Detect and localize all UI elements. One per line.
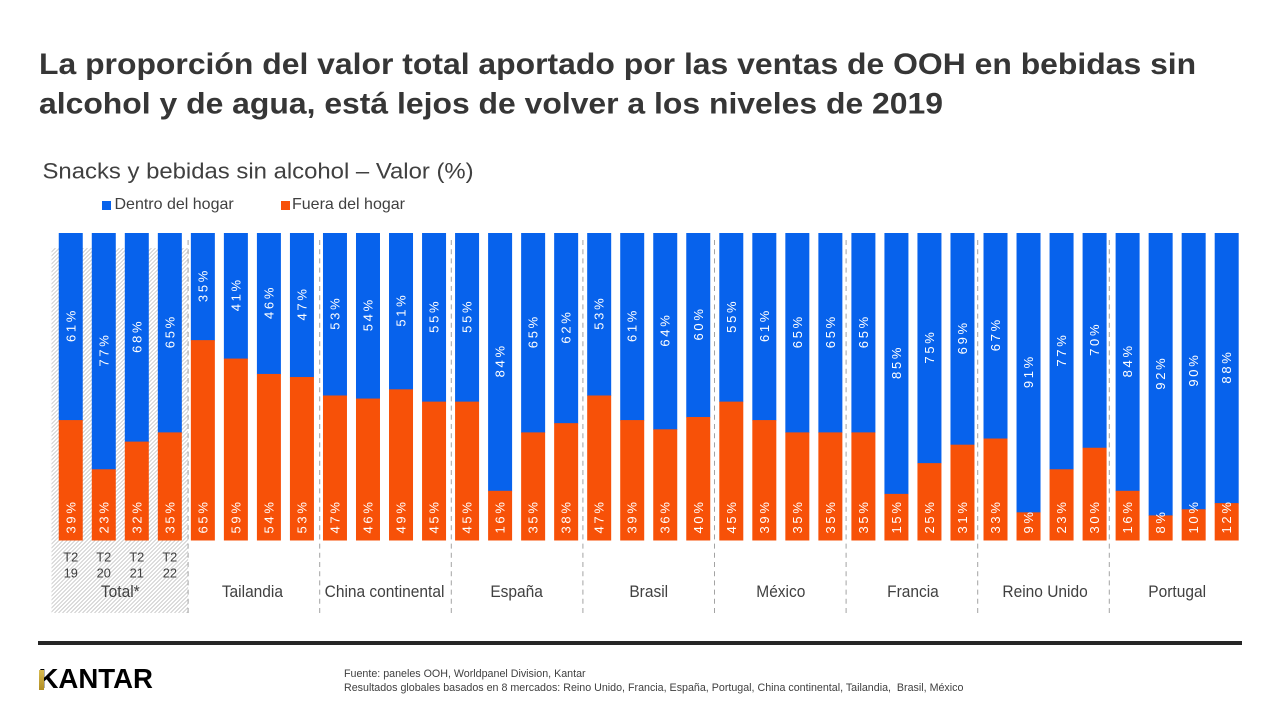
svg-text:55%: 55% xyxy=(460,299,475,333)
svg-text:69%: 69% xyxy=(955,320,970,354)
svg-text:65%: 65% xyxy=(823,314,838,348)
svg-text:77%: 77% xyxy=(96,333,111,367)
svg-text:Total*: Total* xyxy=(101,584,140,602)
svg-text:22: 22 xyxy=(163,566,177,581)
svg-text:59%: 59% xyxy=(228,499,243,533)
svg-text:67%: 67% xyxy=(988,317,1003,351)
svg-text:54%: 54% xyxy=(360,297,375,331)
svg-text:23%: 23% xyxy=(96,499,111,533)
svg-text:35%: 35% xyxy=(823,499,838,533)
svg-text:55%: 55% xyxy=(427,299,442,333)
svg-text:45%: 45% xyxy=(460,499,475,533)
svg-text:60%: 60% xyxy=(691,306,706,340)
svg-text:16%: 16% xyxy=(1120,499,1135,533)
svg-text:47%: 47% xyxy=(592,499,607,533)
svg-text:12%: 12% xyxy=(1219,499,1234,533)
svg-text:32%: 32% xyxy=(129,499,144,533)
svg-text:41%: 41% xyxy=(228,277,243,311)
svg-text:38%: 38% xyxy=(559,499,574,533)
svg-text:19: 19 xyxy=(64,566,78,581)
svg-text:30%: 30% xyxy=(1087,499,1102,533)
svg-text:47%: 47% xyxy=(294,286,309,320)
svg-text:16%: 16% xyxy=(493,499,508,533)
svg-text:10%: 10% xyxy=(1186,499,1201,533)
svg-text:46%: 46% xyxy=(261,285,276,319)
svg-text:39%: 39% xyxy=(63,499,78,533)
svg-text:84%: 84% xyxy=(493,343,508,377)
svg-text:México: México xyxy=(756,584,805,602)
svg-text:España: España xyxy=(490,584,543,602)
svg-text:Brasil: Brasil xyxy=(629,584,668,602)
svg-text:T2: T2 xyxy=(129,550,144,565)
svg-text:15%: 15% xyxy=(889,499,904,533)
svg-text:62%: 62% xyxy=(559,309,574,343)
svg-text:47%: 47% xyxy=(327,499,342,533)
svg-text:53%: 53% xyxy=(327,296,342,330)
svg-text:53%: 53% xyxy=(294,499,309,533)
svg-text:53%: 53% xyxy=(592,296,607,330)
svg-text:40%: 40% xyxy=(691,499,706,533)
svg-text:8%: 8% xyxy=(1153,509,1168,533)
svg-text:65%: 65% xyxy=(195,499,210,533)
svg-text:65%: 65% xyxy=(162,314,177,348)
svg-text:20: 20 xyxy=(97,566,111,581)
svg-text:39%: 39% xyxy=(625,499,640,533)
svg-text:39%: 39% xyxy=(757,499,772,533)
svg-text:China continental: China continental xyxy=(325,584,445,602)
svg-text:55%: 55% xyxy=(724,299,739,333)
svg-text:Francia: Francia xyxy=(887,584,939,602)
svg-text:65%: 65% xyxy=(526,314,541,348)
svg-text:Tailandia: Tailandia xyxy=(222,584,283,602)
svg-text:21: 21 xyxy=(130,566,144,581)
svg-text:70%: 70% xyxy=(1087,322,1102,356)
svg-text:35%: 35% xyxy=(526,499,541,533)
svg-text:65%: 65% xyxy=(856,314,871,348)
svg-text:9%: 9% xyxy=(1021,509,1036,533)
svg-text:91%: 91% xyxy=(1021,354,1036,388)
svg-text:35%: 35% xyxy=(162,499,177,533)
svg-text:49%: 49% xyxy=(394,499,409,533)
svg-text:51%: 51% xyxy=(394,293,409,327)
svg-text:Reino Unido: Reino Unido xyxy=(1002,584,1087,602)
svg-text:T2: T2 xyxy=(63,550,78,565)
svg-text:35%: 35% xyxy=(856,499,871,533)
svg-text:84%: 84% xyxy=(1120,343,1135,377)
svg-text:46%: 46% xyxy=(360,499,375,533)
svg-text:65%: 65% xyxy=(790,314,805,348)
svg-text:T2: T2 xyxy=(162,550,177,565)
svg-text:68%: 68% xyxy=(129,319,144,353)
svg-text:54%: 54% xyxy=(261,499,276,533)
svg-text:45%: 45% xyxy=(427,499,442,533)
svg-text:T2: T2 xyxy=(96,550,111,565)
svg-text:Portugal: Portugal xyxy=(1148,584,1206,602)
svg-text:35%: 35% xyxy=(790,499,805,533)
svg-text:35%: 35% xyxy=(195,268,210,302)
svg-text:23%: 23% xyxy=(1054,499,1069,533)
svg-text:88%: 88% xyxy=(1219,349,1234,383)
svg-text:31%: 31% xyxy=(955,499,970,533)
svg-text:77%: 77% xyxy=(1054,333,1069,367)
svg-text:61%: 61% xyxy=(757,308,772,342)
svg-text:85%: 85% xyxy=(889,345,904,379)
svg-text:25%: 25% xyxy=(922,499,937,533)
svg-text:33%: 33% xyxy=(988,499,1003,533)
svg-text:90%: 90% xyxy=(1186,353,1201,387)
svg-text:61%: 61% xyxy=(63,308,78,342)
svg-text:61%: 61% xyxy=(625,308,640,342)
svg-text:64%: 64% xyxy=(658,313,673,347)
svg-text:92%: 92% xyxy=(1153,356,1168,390)
svg-text:36%: 36% xyxy=(658,499,673,533)
svg-text:45%: 45% xyxy=(724,499,739,533)
svg-text:75%: 75% xyxy=(922,329,937,363)
